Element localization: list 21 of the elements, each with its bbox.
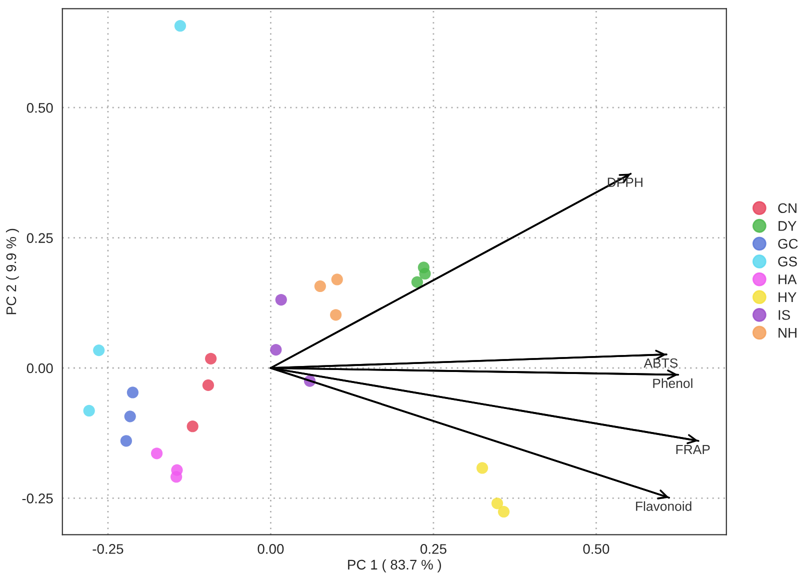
legend-label: IS: [778, 310, 790, 320]
x-axis-title: PC 1 ( 83.7 % ): [348, 559, 442, 572]
y-tick-label: 0.50: [26, 102, 53, 113]
y-tick-label: -0.25: [22, 494, 53, 504]
legend-label: GS: [778, 256, 797, 266]
series-label: FRAP: [676, 444, 710, 454]
series-label: Flavonoid: [636, 501, 692, 511]
y-tick-label: 0.00: [26, 363, 53, 374]
x-tick-label: 0.25: [420, 544, 446, 554]
y-tick-label: 0.25: [26, 233, 53, 243]
series-label: ABTS: [644, 358, 678, 368]
legend-label: GC: [778, 238, 798, 249]
legend-label: NH: [778, 328, 796, 338]
legend-label: DY: [778, 221, 796, 231]
legend-label: HY: [778, 292, 796, 302]
y-axis-title: PC 2 ( 9.9 % ): [6, 228, 19, 314]
legend-label: HA: [778, 274, 797, 284]
x-tick-label: 0.00: [258, 544, 284, 554]
legend-label: CN: [778, 203, 796, 214]
x-tick-label: 0.50: [583, 544, 610, 554]
x-tick-label: -0.25: [92, 544, 124, 554]
